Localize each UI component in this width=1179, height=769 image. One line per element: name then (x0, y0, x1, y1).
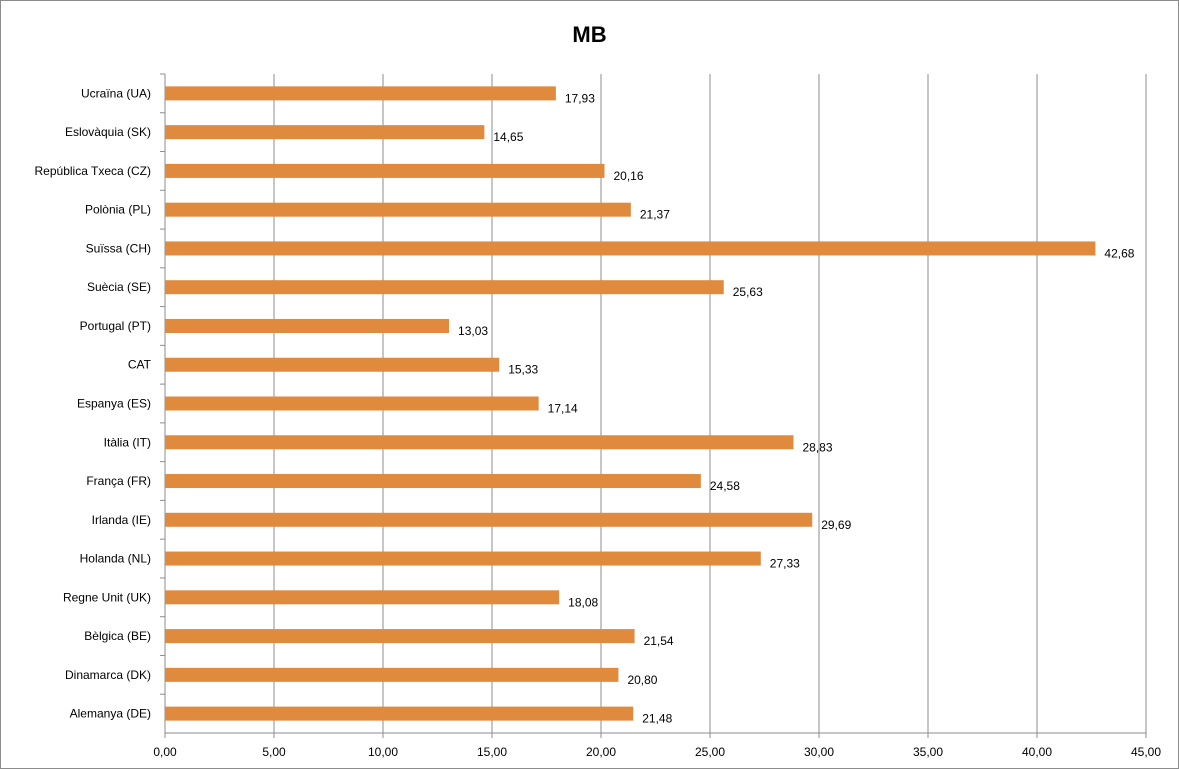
bar (165, 435, 794, 450)
bar (165, 163, 605, 178)
bar (165, 357, 500, 372)
data-label: 28,83 (802, 440, 832, 454)
category-label: República Txeca (CZ) (35, 164, 151, 178)
data-label: 21,48 (642, 712, 672, 726)
bar (165, 474, 701, 489)
x-tick-label: 45,00 (1131, 745, 1161, 759)
bar (165, 706, 634, 721)
data-label: 20,80 (627, 673, 657, 687)
data-label: 24,58 (710, 479, 740, 493)
axes: 0,00 5,00 10,00 15,00 20,00 25,00 30,00 35,00 40… (153, 73, 1161, 759)
data-label: 13,03 (458, 324, 488, 338)
x-tick-label: 15,00 (477, 745, 507, 759)
category-label: Irlanda (IE) (92, 513, 151, 527)
bar (165, 396, 539, 411)
data-label: 15,33 (508, 363, 538, 377)
bar (165, 280, 724, 295)
labels: Alemanya (DE) 21,48 Dinamarca (DK) 20,80 Bèl… (35, 86, 1135, 725)
bar (165, 590, 560, 605)
bar (165, 241, 1096, 256)
bar (165, 551, 761, 566)
category-label: Dinamarca (DK) (65, 668, 151, 682)
data-label: 27,33 (770, 557, 800, 571)
x-tick-label: 40,00 (1022, 745, 1052, 759)
category-label: Polònia (PL) (85, 203, 151, 217)
category-label: Suïssa (CH) (86, 241, 151, 255)
category-label: França (FR) (86, 474, 151, 488)
data-label: 17,93 (565, 91, 595, 105)
data-label: 29,69 (821, 518, 851, 532)
bar (165, 629, 635, 644)
x-tick-label: 35,00 (913, 745, 943, 759)
bar (165, 202, 631, 217)
bar (165, 667, 619, 682)
x-tick-label: 25,00 (695, 745, 725, 759)
bar (165, 512, 813, 527)
x-tick-label: 5,00 (262, 745, 286, 759)
data-label: 18,08 (568, 595, 598, 609)
data-label: 42,68 (1104, 246, 1134, 260)
category-label: Suècia (SE) (87, 280, 151, 294)
category-label: Ucraïna (UA) (81, 86, 151, 100)
data-label: 21,37 (640, 208, 670, 222)
data-label: 17,14 (548, 402, 578, 416)
x-tick-label: 20,00 (586, 745, 616, 759)
category-label: Eslovàquia (SK) (65, 125, 151, 139)
x-tick-label: 30,00 (804, 745, 834, 759)
chart-title: MB (572, 22, 607, 47)
category-label: Bèlgica (BE) (84, 629, 151, 643)
data-label: 25,63 (733, 285, 763, 299)
bar (165, 125, 485, 140)
category-label: Alemanya (DE) (70, 707, 151, 721)
category-label: CAT (128, 358, 152, 372)
data-label: 20,16 (613, 169, 643, 183)
data-label: 21,54 (644, 634, 674, 648)
category-label: Regne Unit (UK) (63, 590, 151, 604)
x-tick-label: 10,00 (368, 745, 398, 759)
category-label: Holanda (NL) (80, 552, 151, 566)
category-label: Portugal (PT) (80, 319, 151, 333)
data-label: 14,65 (493, 130, 523, 144)
category-label: Espanya (ES) (77, 397, 151, 411)
bar (165, 318, 450, 333)
category-label: Itàlia (IT) (104, 435, 151, 449)
x-tick-label: 0,00 (153, 745, 177, 759)
bar (165, 86, 556, 101)
bars (165, 86, 1096, 721)
